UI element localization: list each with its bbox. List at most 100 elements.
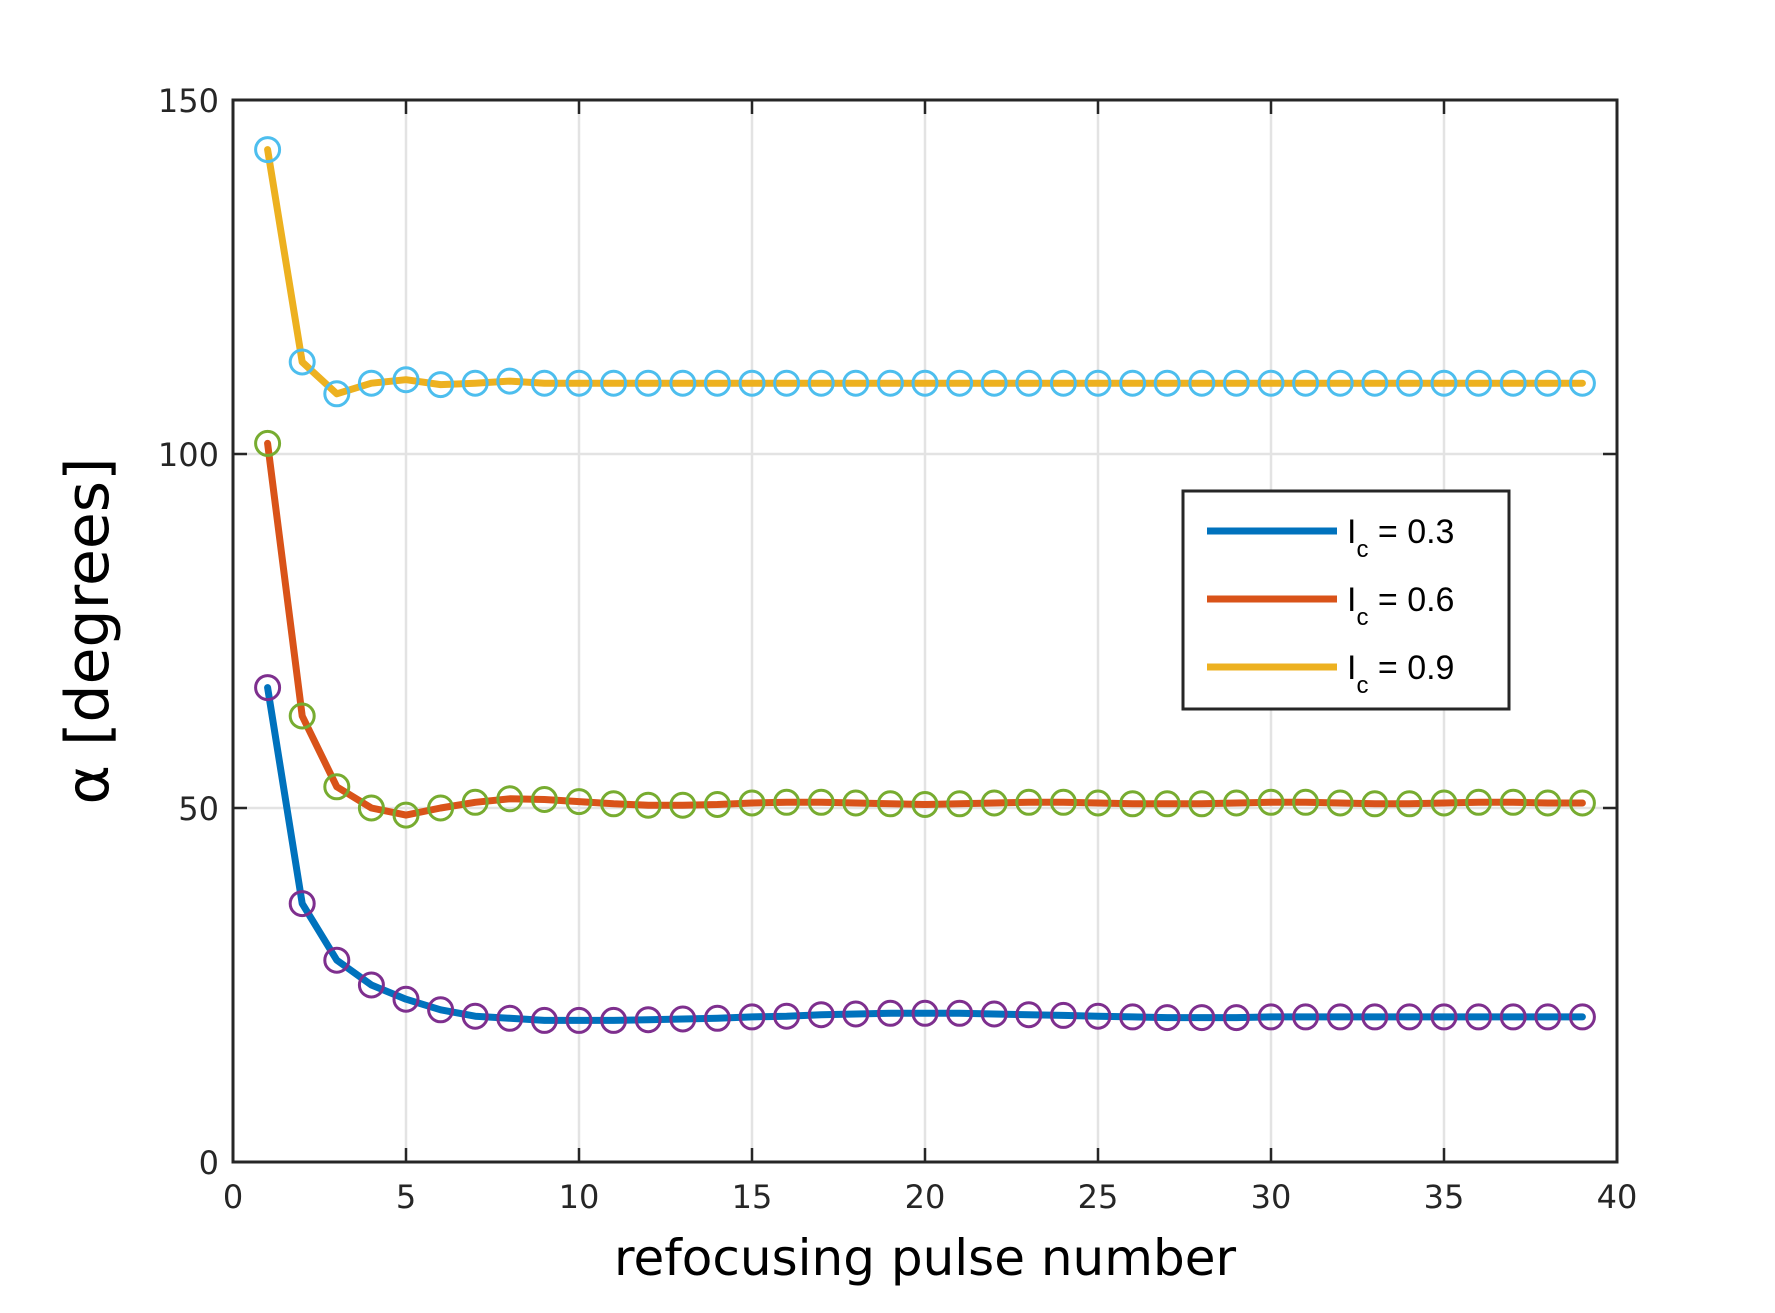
data-point-marker — [1499, 788, 1527, 816]
data-point-marker — [1534, 1003, 1562, 1031]
data-point-marker — [530, 369, 558, 397]
data-point-marker — [461, 788, 489, 816]
data-point-marker — [1084, 789, 1112, 817]
data-point-marker — [1188, 790, 1216, 818]
data-point-marker — [254, 429, 282, 457]
y-tick-label: 100 — [158, 436, 219, 474]
data-point-marker — [1465, 1003, 1493, 1031]
data-point-marker — [807, 788, 835, 816]
data-point-marker — [842, 789, 870, 817]
data-point-marker — [1395, 790, 1423, 818]
legend-item: Ic = 0.6 — [1207, 581, 1454, 631]
data-point-marker — [461, 369, 489, 397]
data-point-marker — [1499, 369, 1527, 397]
data-point-marker — [738, 1003, 766, 1031]
data-point-marker — [600, 1006, 628, 1034]
legend-label-value: = 0.6 — [1368, 581, 1454, 619]
data-point-marker — [980, 1000, 1008, 1028]
y-tick-label: 0 — [199, 1144, 219, 1182]
data-point-marker — [323, 380, 351, 408]
legend-label-subscript: c — [1356, 536, 1368, 563]
data-point-marker — [1257, 788, 1285, 816]
data-point-marker — [1465, 788, 1493, 816]
x-tick-label: 20 — [905, 1178, 946, 1216]
data-point-marker — [1568, 789, 1596, 817]
x-tick-label: 15 — [732, 1178, 773, 1216]
data-point-marker — [392, 801, 420, 829]
legend-item: Ic = 0.3 — [1207, 513, 1454, 563]
data-point-marker — [911, 791, 939, 818]
data-point-marker — [842, 369, 870, 397]
data-point-marker — [288, 702, 316, 730]
data-point-marker — [1534, 369, 1562, 397]
legend-item: Ic = 0.9 — [1207, 649, 1454, 699]
x-tick-label: 30 — [1251, 1178, 1292, 1216]
data-point-marker — [738, 789, 766, 817]
data-point-marker — [1292, 788, 1320, 816]
data-point-marker — [357, 971, 385, 999]
data-point-marker — [703, 369, 731, 397]
data-point-marker — [946, 790, 974, 818]
data-point-marker — [357, 369, 385, 397]
data-point-marker — [254, 136, 282, 164]
data-point-marker — [1465, 369, 1493, 397]
data-point-marker — [669, 1005, 697, 1033]
data-point-marker — [392, 366, 420, 394]
data-point-marker — [980, 369, 1008, 397]
data-point-marker — [565, 1006, 593, 1034]
data-point-marker — [669, 369, 697, 397]
data-point-marker — [1430, 369, 1458, 397]
data-point-marker — [600, 790, 628, 818]
data-point-marker — [1222, 1004, 1250, 1032]
data-point-marker — [1257, 369, 1285, 397]
data-point-marker — [1292, 1003, 1320, 1031]
legend-label-main: I — [1347, 513, 1356, 551]
series-group — [254, 136, 1596, 1034]
x-tick-label: 40 — [1597, 1178, 1638, 1216]
series-2 — [254, 429, 1596, 829]
data-point-marker — [1153, 790, 1181, 818]
legend-label: Ic = 0.3 — [1347, 513, 1454, 563]
data-point-marker — [1015, 788, 1043, 816]
data-point-marker — [842, 1000, 870, 1028]
data-point-marker — [565, 788, 593, 816]
data-point-marker — [392, 985, 420, 1013]
legend-label-subscript: c — [1356, 604, 1368, 631]
data-point-marker — [1395, 1003, 1423, 1031]
data-point-marker — [738, 369, 766, 397]
data-point-marker — [357, 794, 385, 822]
data-point-marker — [773, 788, 801, 816]
data-point-marker — [1084, 369, 1112, 397]
y-axis-title: α [degrees] — [53, 458, 123, 805]
data-point-marker — [1326, 1003, 1354, 1031]
data-point-marker — [1015, 1001, 1043, 1029]
data-point-marker — [1326, 369, 1354, 397]
legend: Ic = 0.3Ic = 0.6Ic = 0.9 — [1181, 489, 1511, 711]
data-point-marker — [565, 369, 593, 397]
data-point-marker — [1499, 1003, 1527, 1031]
data-point-marker — [427, 794, 455, 822]
data-point-marker — [496, 1004, 524, 1032]
data-point-marker — [427, 996, 455, 1024]
data-point-marker — [1049, 788, 1077, 816]
data-point-marker — [876, 369, 904, 397]
data-point-marker — [1361, 1003, 1389, 1031]
legend-label-main: I — [1347, 581, 1356, 619]
data-point-marker — [876, 790, 904, 818]
data-point-marker — [911, 369, 939, 397]
data-point-marker — [1222, 369, 1250, 397]
data-point-marker — [254, 674, 282, 702]
data-point-marker — [1361, 369, 1389, 397]
data-point-marker — [496, 367, 524, 395]
data-point-marker — [946, 369, 974, 397]
data-point-marker — [634, 369, 662, 397]
y-tick-label: 150 — [158, 82, 219, 120]
data-point-marker — [1049, 1001, 1077, 1029]
data-point-marker — [634, 1006, 662, 1034]
data-point-marker — [807, 369, 835, 397]
legend-label-subscript: c — [1356, 672, 1368, 699]
tick-labels: 0 5 10 15 20 25 30 35 40 0 50 100 150 — [158, 82, 1637, 1216]
data-point-marker — [1430, 789, 1458, 817]
data-point-marker — [876, 999, 904, 1027]
